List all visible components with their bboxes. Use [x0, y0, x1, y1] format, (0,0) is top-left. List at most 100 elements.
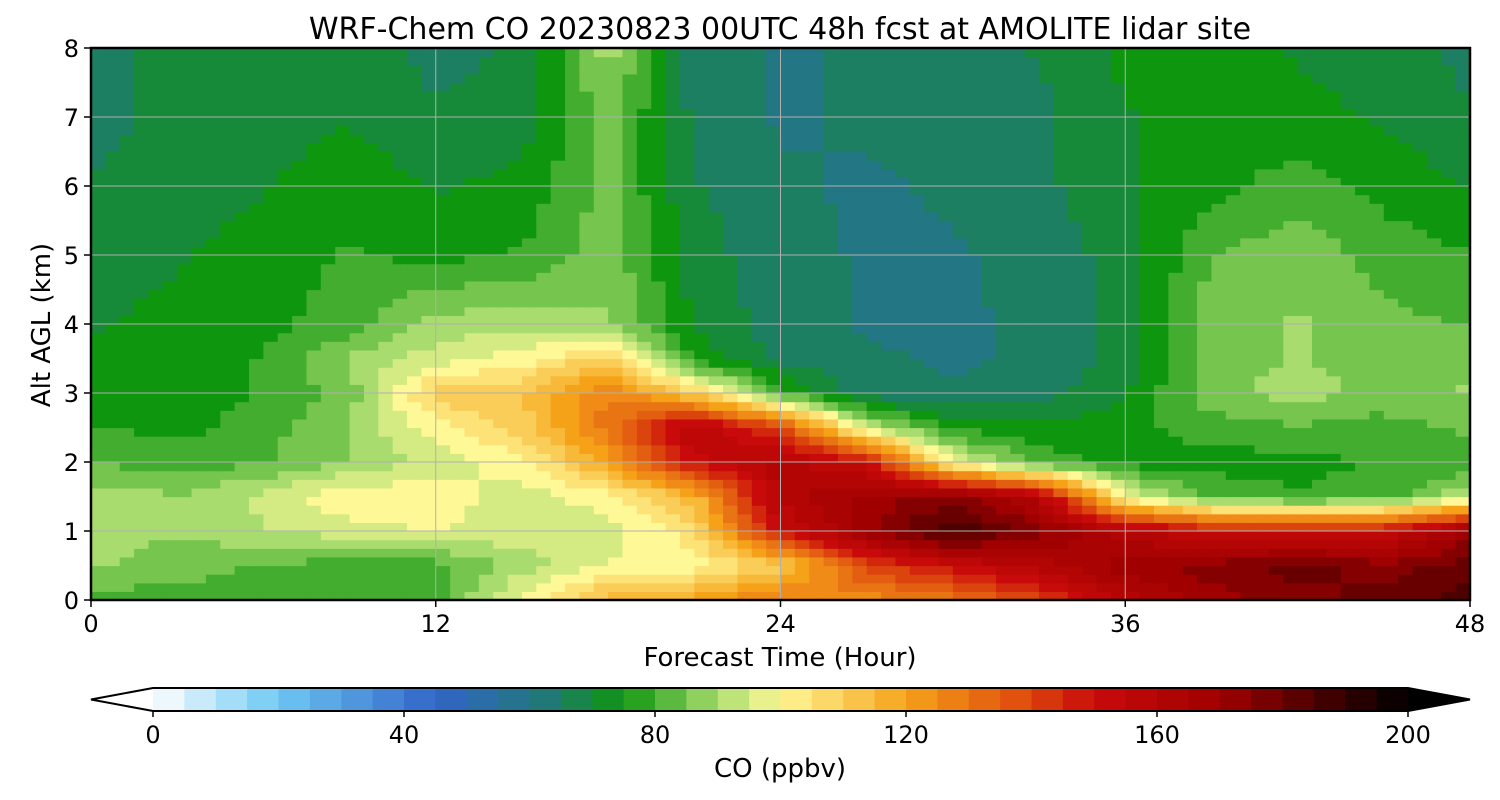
heatmap-cell	[651, 341, 667, 351]
heatmap-cell	[694, 436, 710, 446]
heatmap-cell	[205, 211, 221, 222]
heatmap-cell	[1297, 203, 1313, 213]
heatmap-cell	[823, 393, 839, 403]
heatmap-cell	[895, 289, 911, 299]
heatmap-cell	[593, 263, 609, 273]
heatmap-cell	[881, 436, 897, 446]
heatmap-cell	[277, 332, 293, 342]
heatmap-cell	[105, 332, 121, 342]
heatmap-cell	[105, 462, 121, 472]
heatmap-cell	[1340, 358, 1356, 368]
heatmap-cell	[1268, 479, 1284, 489]
heatmap-cell	[1082, 479, 1098, 489]
heatmap-cell	[938, 246, 954, 256]
heatmap-cell	[392, 436, 408, 446]
heatmap-cell	[924, 263, 940, 273]
heatmap-cell	[780, 522, 796, 532]
heatmap-cell	[148, 582, 164, 592]
heatmap-cell	[507, 211, 523, 222]
heatmap-cell	[1240, 393, 1256, 403]
heatmap-cell	[234, 177, 250, 187]
heatmap-cell	[1326, 263, 1342, 273]
heatmap-cell	[162, 324, 178, 334]
heatmap-cell	[1010, 246, 1026, 256]
heatmap-cell	[622, 324, 638, 334]
heatmap-cell	[565, 367, 580, 377]
heatmap-cell	[1383, 272, 1399, 282]
heatmap-cell	[507, 384, 523, 394]
heatmap-cell	[1426, 565, 1442, 575]
heatmap-cell	[507, 462, 523, 472]
heatmap-cell	[837, 263, 853, 273]
heatmap-cell	[1311, 341, 1327, 351]
heatmap-cell	[952, 341, 968, 351]
heatmap-cell	[148, 280, 164, 291]
heatmap-cell	[234, 246, 250, 256]
heatmap-cell	[1053, 341, 1069, 351]
heatmap-cell	[1441, 177, 1457, 187]
heatmap-cell	[608, 470, 624, 480]
heatmap-cell	[435, 306, 451, 316]
heatmap-cell	[1110, 272, 1126, 282]
heatmap-cell	[895, 393, 911, 403]
heatmap-cell	[1412, 427, 1428, 437]
heatmap-cell	[909, 393, 925, 403]
heatmap-cell	[708, 237, 724, 247]
heatmap-cell	[622, 315, 638, 325]
heatmap-cell	[1340, 194, 1356, 204]
heatmap-cell	[320, 410, 336, 420]
heatmap-cell	[1139, 315, 1155, 325]
heatmap-cell	[794, 444, 810, 454]
heatmap-cell	[320, 393, 336, 403]
heatmap-cell	[565, 237, 580, 247]
heatmap-cell	[837, 349, 853, 360]
heatmap-cell	[335, 453, 351, 463]
heatmap-cell	[967, 591, 983, 600]
heatmap-cell	[162, 306, 178, 316]
heatmap-cell	[1311, 453, 1327, 463]
heatmap-cell	[1455, 263, 1470, 273]
heatmap-cell	[1398, 556, 1414, 567]
heatmap-cell	[249, 418, 264, 429]
heatmap-cell	[335, 186, 351, 196]
heatmap-cell	[1024, 393, 1040, 403]
heatmap-cell	[967, 358, 983, 368]
heatmap-cell	[1441, 574, 1457, 584]
heatmap-cell	[134, 565, 150, 575]
heatmap-cell	[234, 289, 250, 299]
heatmap-cell	[608, 263, 624, 273]
heatmap-cell	[91, 298, 106, 308]
heatmap-cell	[1340, 582, 1356, 592]
heatmap-cell	[823, 367, 839, 377]
heatmap-cell	[450, 531, 466, 541]
heatmap-cell	[1398, 229, 1414, 239]
heatmap-cell	[651, 298, 667, 308]
heatmap-cell	[1398, 194, 1414, 204]
heatmap-cell	[723, 548, 738, 558]
heatmap-cell	[220, 186, 236, 196]
heatmap-cell	[1340, 298, 1356, 308]
heatmap-cell	[1369, 565, 1385, 575]
heatmap-cell	[162, 229, 178, 239]
heatmap-cell	[981, 479, 997, 489]
heatmap-cell	[1168, 289, 1184, 299]
heatmap-cell	[407, 229, 422, 239]
heatmap-cell	[1096, 401, 1112, 411]
heatmap-cell	[220, 220, 236, 230]
heatmap-cell	[1412, 255, 1428, 265]
heatmap-cell	[1326, 229, 1342, 239]
heatmap-cell	[565, 444, 580, 454]
heatmap-cell	[1082, 229, 1098, 239]
heatmap-cell	[1340, 444, 1356, 454]
heatmap-cell	[665, 574, 681, 584]
heatmap-cell	[521, 418, 537, 429]
heatmap-cell	[435, 186, 451, 196]
heatmap-cell	[909, 332, 925, 342]
heatmap-cell	[1283, 496, 1299, 506]
heatmap-cell	[277, 272, 293, 282]
heatmap-cell	[1311, 548, 1327, 558]
heatmap-cell	[1182, 401, 1198, 411]
heatmap-cell	[234, 531, 250, 541]
heatmap-cell	[694, 410, 710, 420]
heatmap-cell	[866, 160, 882, 170]
